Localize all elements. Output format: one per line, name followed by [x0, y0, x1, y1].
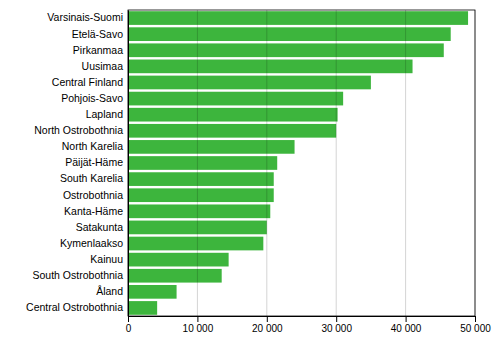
bar — [128, 11, 468, 25]
x-tick-mark — [267, 316, 268, 322]
y-tick: Pohjois-Savo — [61, 92, 123, 104]
y-tick: Kymenlaakso — [60, 237, 123, 249]
bar — [128, 285, 177, 299]
y-tick-label: Central Ostrobothnia — [26, 301, 123, 313]
y-axis: Central Ostrobothnia Åland South Ostroboth… — [26, 11, 128, 317]
y-tick-label: South Ostrobothnia — [33, 269, 124, 281]
y-axis-line — [128, 11, 129, 317]
x-tick: 50 000 — [460, 316, 491, 334]
y-tick: North Karelia — [62, 140, 123, 152]
x-tick-mark — [197, 316, 198, 322]
bar — [128, 124, 336, 138]
bar — [128, 43, 444, 57]
bar — [128, 27, 451, 41]
bar — [128, 92, 343, 106]
y-tick-label: Varsinais-Suomi — [47, 11, 123, 23]
bar — [128, 140, 295, 154]
y-tick-label: North Ostrobothnia — [34, 124, 123, 136]
plot-frame — [128, 10, 475, 316]
bar — [128, 301, 157, 315]
x-axis-line — [129, 317, 476, 323]
y-tick-label: Ostrobothnia — [63, 189, 123, 201]
bar — [128, 60, 413, 74]
chart: 0 10 000 20 000 30 000 40 000 50 000 Central O… — [0, 0, 493, 342]
grid-line — [336, 10, 337, 316]
x-tick-label: 10 000 — [183, 323, 214, 334]
y-tick-label: Päijät-Häme — [65, 156, 123, 168]
y-tick-label: Kymenlaakso — [60, 237, 123, 249]
x-tick-label: 0 — [126, 323, 132, 334]
bar — [128, 76, 371, 90]
x-tick-label: 30 000 — [321, 323, 352, 334]
x-tick-label: 40 000 — [391, 323, 422, 334]
grid-line — [405, 10, 406, 316]
grid-line — [266, 10, 267, 316]
y-tick: Uusimaa — [82, 60, 124, 72]
y-tick: Central Finland — [52, 76, 123, 88]
y-tick-label: Åland — [96, 285, 123, 297]
bar — [128, 172, 274, 186]
x-tick-mark — [128, 316, 129, 322]
y-tick: Åland — [96, 285, 123, 297]
x-tick: 40 000 — [391, 316, 422, 334]
x-tick-mark — [406, 316, 407, 322]
x-tick: 20 000 — [252, 316, 283, 334]
y-tick: South Karelia — [60, 172, 123, 184]
y-tick: Lapland — [86, 108, 124, 120]
bars — [128, 11, 468, 315]
y-tick-label: South Karelia — [60, 172, 123, 184]
y-tick-label: North Karelia — [62, 140, 123, 152]
y-tick-label: Uusimaa — [82, 60, 124, 72]
bar — [128, 253, 229, 267]
x-tick: 0 — [126, 316, 132, 334]
plot: 0 10 000 20 000 30 000 40 000 50 000 Central O… — [26, 10, 491, 334]
y-tick: South Ostrobothnia — [33, 269, 124, 281]
y-tick: Satakunta — [76, 221, 123, 233]
x-tick: 10 000 — [183, 316, 214, 334]
x-tick-label: 50 000 — [460, 323, 491, 334]
bar — [128, 108, 338, 122]
x-axis: 0 10 000 20 000 30 000 40 000 50 000 — [126, 316, 492, 334]
x-tick-mark — [336, 316, 337, 322]
grid — [128, 10, 475, 316]
y-tick: Pirkanmaa — [73, 44, 123, 56]
y-tick: Kanta-Häme — [64, 205, 123, 217]
y-tick-label: Kanta-Häme — [64, 205, 123, 217]
y-tick-label: Satakunta — [76, 221, 123, 233]
grid-line — [197, 10, 198, 316]
x-tick-mark — [475, 316, 476, 322]
y-tick: Kainuu — [90, 253, 123, 265]
y-tick: Etelä-Savo — [72, 28, 124, 40]
y-tick-label: Pirkanmaa — [73, 44, 123, 56]
y-tick-label: Etelä-Savo — [72, 28, 124, 40]
y-tick: Varsinais-Suomi — [47, 11, 123, 23]
bar — [128, 156, 277, 170]
y-tick-label: Lapland — [86, 108, 124, 120]
bar — [128, 188, 274, 202]
y-tick-label: Central Finland — [52, 76, 123, 88]
bar — [128, 237, 263, 251]
x-tick-label: 20 000 — [252, 323, 283, 334]
y-tick-label: Kainuu — [90, 253, 123, 265]
bar — [128, 269, 222, 283]
y-tick: Päijät-Häme — [65, 156, 123, 168]
y-tick: North Ostrobothnia — [34, 124, 123, 136]
y-tick: Ostrobothnia — [63, 189, 123, 201]
x-tick: 30 000 — [321, 316, 352, 334]
y-tick: Central Ostrobothnia — [26, 301, 123, 313]
y-tick-label: Pohjois-Savo — [61, 92, 123, 104]
bar — [128, 204, 270, 218]
